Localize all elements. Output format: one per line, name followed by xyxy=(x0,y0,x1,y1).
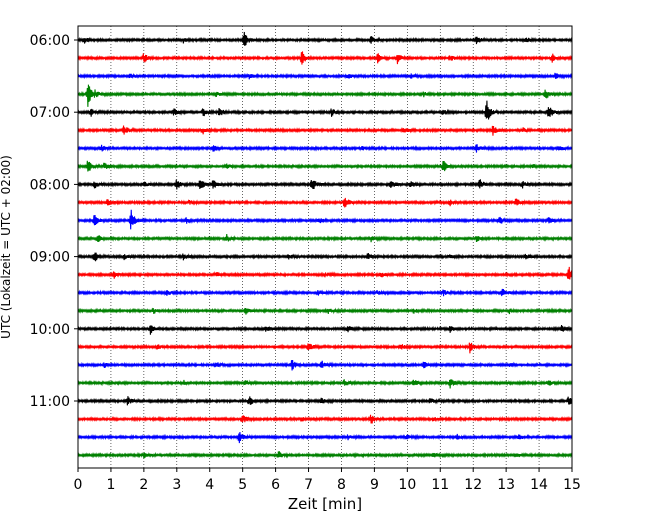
x-axis-label: Zeit [min] xyxy=(288,495,362,513)
x-tick-label: 13 xyxy=(497,477,515,493)
y-axis-label: UTC (Lokalzeit = UTC + 02:00) xyxy=(0,155,13,339)
trace-0930 xyxy=(77,288,573,297)
trace-0945 xyxy=(77,307,573,315)
trace-0700 xyxy=(77,100,573,120)
x-tick-label: 7 xyxy=(304,477,313,493)
trace-0615 xyxy=(77,51,573,65)
x-tick-label: 8 xyxy=(337,477,346,493)
y-tick-label: 09:00 xyxy=(30,250,70,266)
y-tick-label: 10:00 xyxy=(30,322,70,338)
trace-0830 xyxy=(77,209,573,230)
x-tick-label: 14 xyxy=(530,477,548,493)
trace-0600 xyxy=(77,31,573,46)
seismogram-traces xyxy=(77,31,573,459)
trace-1045 xyxy=(77,379,573,389)
trace-0845 xyxy=(77,233,573,243)
y-tick-label: 07:00 xyxy=(30,105,70,121)
x-tick-label: 5 xyxy=(238,477,247,493)
trace-1145 xyxy=(77,451,573,459)
x-tick-label: 10 xyxy=(398,477,416,493)
trace-0800 xyxy=(77,179,573,190)
trace-1015 xyxy=(77,342,573,354)
y-tick-label: 11:00 xyxy=(30,394,70,410)
x-axis-ticks: 0 1 2 3 4 5 6 7 8 9 10 11 12 13 14 15 xyxy=(74,468,581,493)
x-tick-label: 11 xyxy=(431,477,449,493)
trace-1100 xyxy=(77,396,573,406)
trace-0630 xyxy=(77,72,573,80)
y-tick-label: 08:00 xyxy=(30,177,70,193)
x-tick-label: 6 xyxy=(271,477,280,493)
x-tick-label: 15 xyxy=(563,477,581,493)
trace-0730 xyxy=(77,144,573,153)
trace-0915 xyxy=(77,266,573,280)
x-tick-label: 3 xyxy=(172,477,181,493)
trace-1000 xyxy=(77,324,573,335)
plot-frame xyxy=(77,25,573,469)
x-tick-label: 4 xyxy=(205,477,214,493)
x-tick-label: 0 xyxy=(74,477,83,493)
trace-0715 xyxy=(77,125,573,136)
plot-area xyxy=(78,26,572,468)
x-tick-label: 2 xyxy=(139,477,148,493)
trace-0900 xyxy=(77,252,573,262)
trace-1030 xyxy=(77,359,573,371)
x-tick-label: 12 xyxy=(464,477,482,493)
trace-0645 xyxy=(77,84,573,107)
trace-1130 xyxy=(77,432,573,444)
trace-0815 xyxy=(77,197,573,208)
x-tick-label: 9 xyxy=(370,477,379,493)
x-tick-label: 1 xyxy=(106,477,115,493)
y-axis-ticks: 06:00 07:00 08:00 09:00 10:00 11:00 xyxy=(30,33,78,410)
y-tick-label: 06:00 xyxy=(30,33,70,49)
trace-0745 xyxy=(77,160,573,172)
trace-1115 xyxy=(77,414,573,424)
